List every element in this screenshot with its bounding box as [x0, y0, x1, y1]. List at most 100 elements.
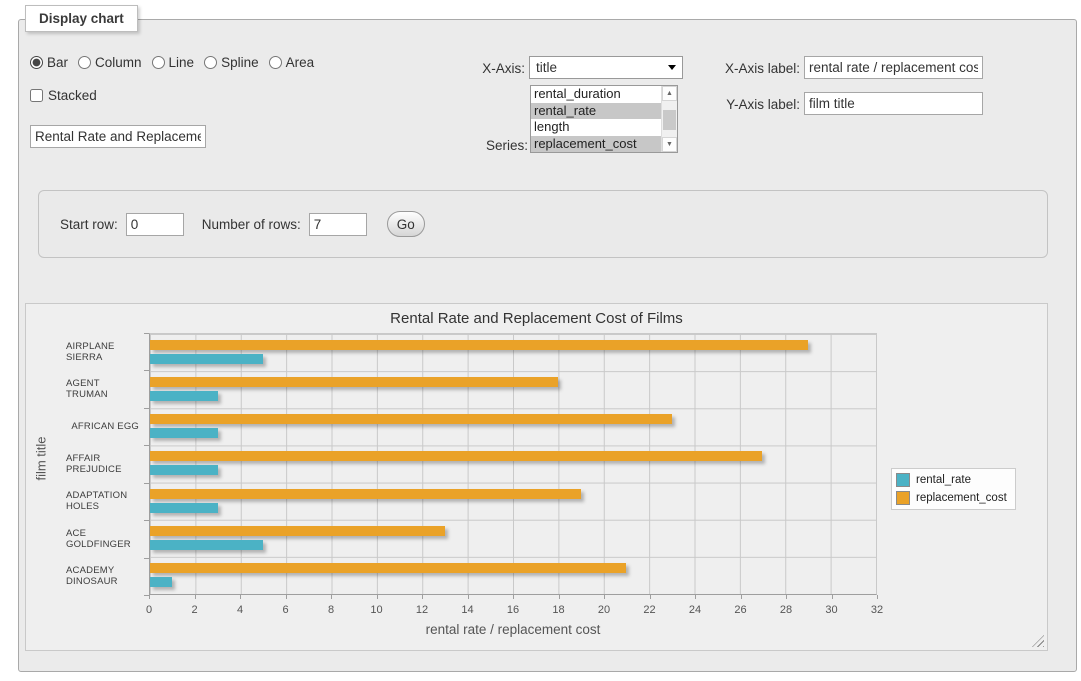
radio-bar[interactable] [30, 56, 43, 69]
y-axis-category-labels: AIRPLANE SIERRAAGENT TRUMANAFRICAN EGGAF… [66, 333, 146, 595]
chart-type-radio-group: Bar Column Line Spline Area [30, 55, 314, 70]
x-tick-mark [650, 595, 651, 599]
start-row-label: Start row: [60, 217, 118, 232]
start-row-input[interactable] [126, 213, 184, 236]
scroll-up-icon[interactable]: ▲ [662, 86, 677, 101]
category-label: AFRICAN EGG [66, 408, 146, 445]
chart-legend: rental_rate replacement_cost [891, 468, 1016, 510]
y-tick-mark [144, 370, 149, 371]
scroll-down-icon[interactable]: ▼ [662, 137, 677, 152]
y-axis-label-input[interactable] [804, 92, 983, 115]
legend-item-replacement_cost: replacement_cost [896, 491, 1007, 505]
x-tick-label: 20 [598, 604, 610, 616]
category-label: ACADEMY DINOSAUR [66, 558, 146, 595]
legend-item-rental_rate: rental_rate [896, 473, 1007, 487]
x-tick-label: 12 [416, 604, 428, 616]
y-tick-mark [144, 445, 149, 446]
replacement_cost-bar [150, 340, 808, 350]
y-axis-label-label: Y-Axis label: [700, 97, 800, 112]
x-tick-mark [604, 595, 605, 599]
x-axis-label-input[interactable] [804, 56, 983, 79]
x-tick-mark [422, 595, 423, 599]
x-tick-label: 30 [825, 604, 837, 616]
legend-swatch [896, 473, 910, 487]
rental_rate-bar [150, 428, 218, 438]
bar-group-airplane-sierra [150, 334, 876, 371]
rental_rate-bar [150, 577, 172, 587]
x-axis-label-label: X-Axis label: [700, 61, 800, 76]
scrollbar-track[interactable] [662, 101, 677, 137]
y-tick-mark [144, 483, 149, 484]
replacement_cost-bar [150, 489, 581, 499]
x-tick-label: 28 [780, 604, 792, 616]
radio-label: Area [286, 55, 315, 70]
x-tick-mark [877, 595, 878, 599]
x-tick-mark [286, 595, 287, 599]
legend-label: replacement_cost [916, 492, 1007, 504]
legend-swatch [896, 491, 910, 505]
x-tick-label: 6 [282, 604, 288, 616]
series-option-rental_rate[interactable]: rental_rate [531, 103, 661, 120]
radio-label: Spline [221, 55, 259, 70]
x-axis-select-label: X-Axis: [425, 61, 525, 76]
stacked-checkbox-row[interactable]: Stacked [30, 88, 97, 103]
replacement_cost-bar [150, 563, 626, 573]
radio-label: Line [169, 55, 195, 70]
chart-title: Rental Rate and Replacement Cost of Film… [26, 310, 1047, 327]
series-option-rental_duration[interactable]: rental_duration [531, 86, 661, 103]
x-tick-label: 8 [328, 604, 334, 616]
radio-label: Column [95, 55, 142, 70]
page: Display chart Bar Column Line Spline Area St… [0, 0, 1081, 681]
chart-type-option-area[interactable]: Area [269, 55, 315, 70]
scrollbar-thumb[interactable] [663, 110, 676, 130]
chart-type-option-column[interactable]: Column [78, 55, 142, 70]
y-tick-mark [144, 595, 149, 596]
chart-type-option-spline[interactable]: Spline [204, 55, 259, 70]
replacement_cost-bar [150, 451, 762, 461]
series-list-scrollbar[interactable]: ▲ ▼ [661, 86, 677, 152]
x-tick-mark [240, 595, 241, 599]
category-label: ADAPTATION HOLES [66, 483, 146, 520]
x-tick-label: 26 [734, 604, 746, 616]
x-tick-label: 0 [146, 604, 152, 616]
x-tick-mark [377, 595, 378, 599]
x-tick-mark [695, 595, 696, 599]
series-option-replacement_cost[interactable]: replacement_cost [531, 136, 661, 153]
x-tick-label: 24 [689, 604, 701, 616]
series-multiselect[interactable]: rental_durationrental_ratelengthreplacem… [530, 85, 678, 153]
go-button[interactable]: Go [387, 211, 425, 237]
radio-column[interactable] [78, 56, 91, 69]
category-label: AGENT TRUMAN [66, 370, 146, 407]
series-list-label: Series: [428, 138, 528, 153]
x-tick-label: 22 [643, 604, 655, 616]
row-range-controls: Start row: Number of rows: Go [60, 211, 425, 237]
rental_rate-bar [150, 354, 263, 364]
radio-line[interactable] [152, 56, 165, 69]
radio-label: Bar [47, 55, 68, 70]
category-label: AIRPLANE SIERRA [66, 333, 146, 370]
x-tick-mark [331, 595, 332, 599]
category-label: ACE GOLDFINGER [66, 520, 146, 557]
series-option-length[interactable]: length [531, 119, 661, 136]
x-tick-mark [786, 595, 787, 599]
radio-area[interactable] [269, 56, 282, 69]
x-tick-label: 18 [552, 604, 564, 616]
x-tick-label: 32 [871, 604, 883, 616]
fieldset-legend: Display chart [25, 5, 138, 32]
chart-type-option-line[interactable]: Line [152, 55, 195, 70]
x-tick-label: 16 [507, 604, 519, 616]
x-tick-mark [559, 595, 560, 599]
resize-grip-icon[interactable] [1032, 635, 1044, 647]
num-rows-input[interactable] [309, 213, 367, 236]
bar-group-affair-prejudice [150, 445, 876, 482]
radio-spline[interactable] [204, 56, 217, 69]
chart-title-input[interactable] [30, 125, 206, 148]
chart-type-option-bar[interactable]: Bar [30, 55, 68, 70]
stacked-checkbox[interactable] [30, 89, 43, 102]
x-tick-mark [832, 595, 833, 599]
x-axis-select[interactable]: title [529, 56, 683, 79]
replacement_cost-bar [150, 414, 672, 424]
replacement_cost-bar [150, 526, 445, 536]
rental_rate-bar [150, 465, 218, 475]
stacked-label: Stacked [48, 88, 97, 103]
